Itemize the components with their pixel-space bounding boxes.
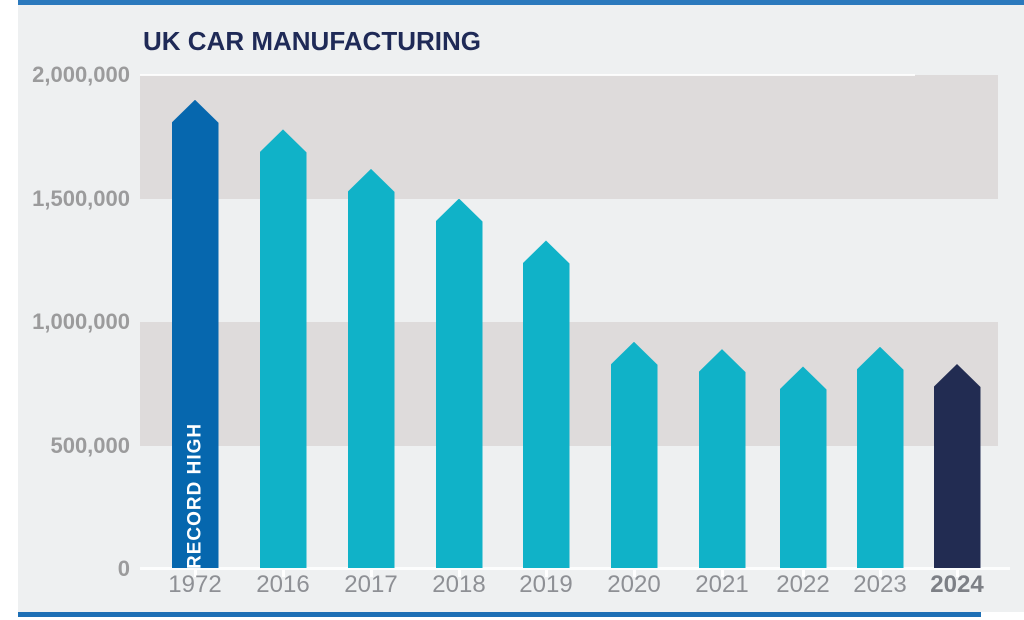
y-axis-label: 1,000,000 [32,309,130,334]
x-label-2022: 2022 [776,571,830,598]
axis-tick-2019 [544,570,548,577]
axis-tick-2021 [720,570,724,577]
x-label-2023: 2023 [853,571,907,598]
bar-2016 [259,129,307,568]
axis-tick-2023 [878,570,882,577]
x-label-2024: 2024 [930,571,984,598]
y-axis-label: 2,000,000 [32,62,130,87]
x-label-2016: 2016 [256,571,310,598]
bar-2020 [610,341,658,568]
bar-2019 [522,240,570,568]
axis-tick-2017 [369,570,373,577]
x-label-2019: 2019 [519,571,573,598]
gridline-2000000 [140,74,915,76]
bar-2023 [856,346,904,568]
bar-2017 [347,168,395,568]
x-axis-line [140,567,1010,570]
bar-2021 [698,349,746,568]
chart-title: UK CAR MANUFACTURING [143,26,481,56]
bar-1972 [171,99,219,568]
axis-tick-1972 [193,570,197,577]
x-label-2018: 2018 [432,571,486,598]
bottom-border-line [18,612,981,617]
y-axis-label: 1,500,000 [32,185,130,211]
x-label-2021: 2021 [695,571,749,598]
x-label-2020: 2020 [607,571,661,598]
axis-tick-2020 [632,570,636,577]
record-high-label: RECORD HIGH [184,422,206,570]
y-axis-label: 0 [117,556,130,581]
bar-2022 [779,366,827,568]
bar-2018 [435,198,483,568]
axis-tick-2016 [281,570,285,577]
axis-tick-2022 [801,570,805,577]
y-axis-label: 500,000 [50,432,130,458]
x-label-2017: 2017 [344,571,398,598]
bar-2024 [933,363,981,568]
x-label-1972: 1972 [168,571,222,598]
top-border-line [18,0,1024,5]
axis-tick-2018 [457,570,461,577]
axis-tick-2024 [955,570,959,577]
